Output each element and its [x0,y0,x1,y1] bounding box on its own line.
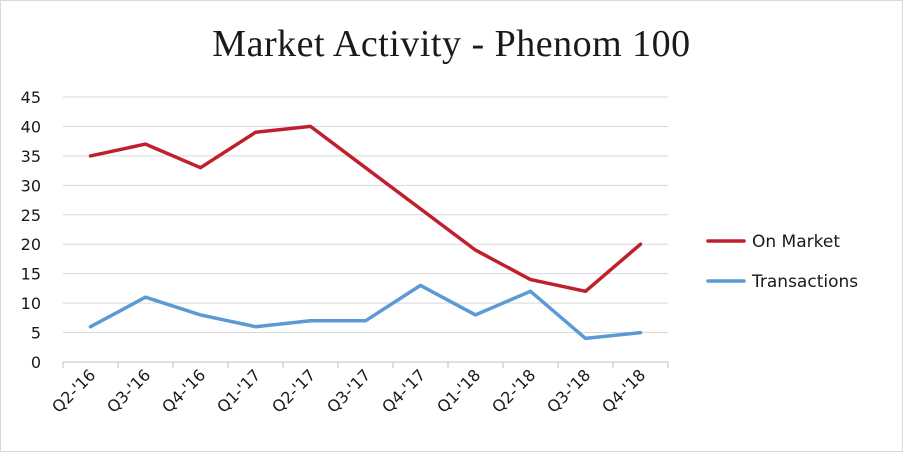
y-tick-label: 0 [31,353,41,372]
x-tick-label: Q3-'18 [543,365,594,416]
x-tick-label: Q2-'18 [488,365,539,416]
series-line-transactions [88,283,643,341]
legend: On Market Transactions [706,232,858,292]
x-tick-label: Q1-'18 [433,365,484,416]
x-tick-label: Q3-'16 [103,365,154,416]
x-tick-label: Q2-'17 [268,365,319,416]
y-tick-label: 30 [21,176,41,195]
y-tick-label: 25 [21,206,41,225]
x-tick-label: Q4-'18 [598,365,649,416]
x-tick-label: Q3-'17 [323,365,374,416]
x-tick-label: Q1-'17 [213,365,264,416]
y-tick-label: 15 [21,265,41,284]
y-tick-label: 45 [21,88,41,107]
legend-label: Transactions [751,272,858,292]
chart-title: Market Activity - Phenom 100 [212,23,691,65]
legend-label: On Market [752,232,840,252]
x-tick-label: Q4-'16 [158,365,209,416]
y-tick-label: 10 [21,294,41,313]
x-tick-label: Q4-'17 [378,365,429,416]
y-tick-label: 20 [21,235,41,254]
x-axis-ticks: Q2-'16 Q3-'16 Q4-'16 Q1-'17 Q2-'17 Q3-'17 Q4-'… [48,365,649,416]
y-tick-label: 5 [31,324,41,343]
axes [62,361,669,368]
gridlines [63,96,668,334]
x-tick-label: Q2-'16 [48,365,99,416]
y-tick-label: 35 [21,147,41,166]
series-lines [88,124,643,341]
y-axis-ticks: 0 5 10 15 20 25 30 35 40 45 [21,88,41,372]
y-tick-label: 40 [21,117,41,136]
series-line-on-market [88,124,643,294]
